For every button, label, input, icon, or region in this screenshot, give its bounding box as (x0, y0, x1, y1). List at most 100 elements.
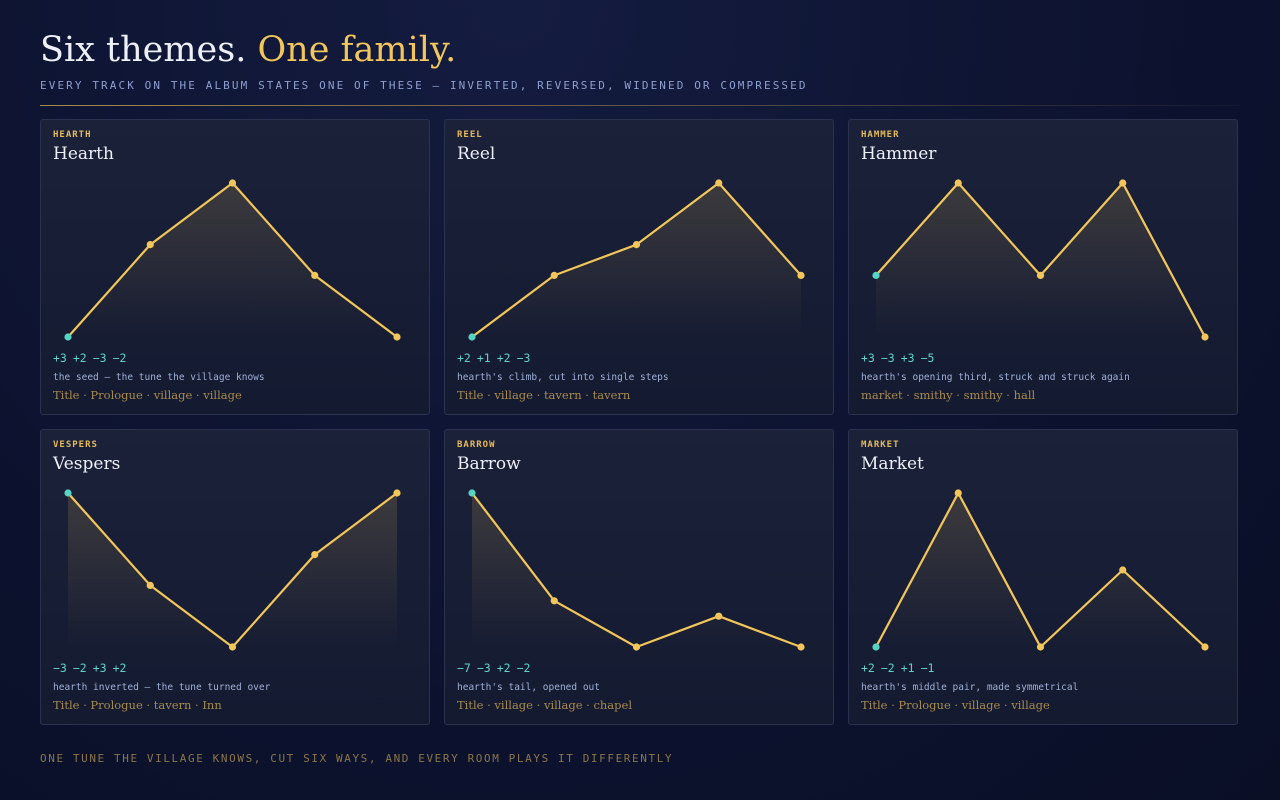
point (1201, 333, 1209, 341)
point (872, 271, 880, 279)
card-kicker: MARKET (861, 440, 900, 450)
point (468, 489, 476, 497)
interval: −2 (516, 661, 531, 675)
interval: +3 (861, 351, 875, 365)
point (550, 271, 558, 279)
interval: −2 (72, 661, 87, 675)
point (393, 489, 401, 497)
card-rooms: market · smithy · smithy · hall (861, 388, 1036, 402)
point (715, 179, 723, 187)
area (68, 183, 397, 337)
point (797, 271, 805, 279)
intervals: +3 +2 −3 −2 (53, 351, 132, 365)
point (64, 333, 72, 341)
card-title: Reel (457, 144, 496, 164)
interval: +1 (900, 661, 915, 675)
point (1036, 271, 1045, 279)
interval: +2 (72, 351, 87, 365)
point (1036, 643, 1045, 651)
contour-chart (468, 179, 805, 341)
interval: −2 (880, 661, 895, 675)
theme-card: MARKET Market +2 −2 +1 −1 hearth's middle pair… (848, 429, 1238, 725)
card-description: hearth's opening third, struck and struc… (861, 372, 1130, 383)
point (311, 271, 319, 279)
area (472, 183, 801, 337)
interval: −2 (112, 351, 127, 365)
point (1119, 179, 1127, 187)
point (632, 241, 641, 249)
point (954, 179, 962, 187)
intervals: +2 −2 +1 −1 (861, 661, 940, 675)
point (311, 551, 319, 559)
card-description: hearth's tail, opened out (457, 682, 600, 693)
theme-card: HAMMER Hammer +3 −3 +3 −5 hearth's opening thi… (848, 119, 1238, 415)
interval: +3 (900, 351, 915, 365)
interval: −3 (880, 351, 895, 365)
card-description: the seed — the tune the village knows (53, 372, 265, 383)
card-title: Hearth (53, 144, 114, 164)
contour-chart (872, 179, 1209, 341)
card-title: Hammer (861, 144, 937, 164)
interval: +2 (861, 661, 875, 675)
card-kicker: REEL (457, 130, 483, 140)
card-rooms: Title · village · tavern · tavern (457, 388, 631, 402)
interval: +2 (112, 661, 127, 675)
subtitle: EVERY TRACK ON THE ALBUM STATES ONE OF T… (40, 79, 808, 92)
point (228, 643, 237, 651)
interval: +2 (496, 351, 511, 365)
card-kicker: HAMMER (861, 130, 900, 140)
area (876, 493, 1205, 647)
intervals: +2 +1 +2 −3 (457, 351, 536, 365)
point (146, 581, 154, 589)
page-title: Six themes. One family. (40, 30, 456, 70)
intervals: −3 −2 +3 +2 (53, 661, 132, 675)
interval: −5 (920, 351, 935, 365)
contour-chart (872, 489, 1209, 651)
theme-card: BARROW Barrow −7 −3 +2 −2 hearth's tail, opene… (444, 429, 834, 725)
card-kicker: BARROW (457, 440, 496, 450)
theme-card: REEL Reel +2 +1 +2 −3 hearth's climb, cut into… (444, 119, 834, 415)
interval: −3 (516, 351, 531, 365)
point (228, 179, 237, 187)
point (632, 643, 641, 651)
title-accent: One family. (257, 30, 457, 70)
point (954, 489, 962, 497)
card-rooms: Title · Prologue · village · village (861, 698, 1050, 712)
card-title: Market (861, 454, 924, 474)
card-rooms: Title · Prologue · tavern · Inn (53, 698, 222, 712)
point (550, 597, 558, 605)
point (1119, 566, 1127, 574)
card-description: hearth's climb, cut into single steps (457, 372, 669, 383)
contour-chart (64, 489, 401, 651)
point (797, 643, 805, 651)
point (468, 333, 476, 341)
interval: +2 (457, 351, 471, 365)
contour-chart (468, 489, 805, 651)
interval: +2 (496, 661, 511, 675)
interval: +3 (92, 661, 107, 675)
point (64, 489, 72, 497)
card-description: hearth inverted — the tune turned over (53, 682, 271, 693)
interval: −7 (457, 661, 471, 675)
intervals: +3 −3 +3 −5 (861, 351, 940, 365)
contour-chart (64, 179, 401, 341)
interval: +1 (476, 351, 491, 365)
footer: ONE TUNE THE VILLAGE KNOWS, CUT SIX WAYS… (40, 752, 674, 765)
interval: +3 (53, 351, 67, 365)
area (472, 493, 801, 647)
theme-card: HEARTH Hearth +3 +2 −3 −2 the seed — the tune … (40, 119, 430, 415)
theme-card: VESPERS Vespers −3 −2 +3 +2 hearth inverted — … (40, 429, 430, 725)
interval: −1 (920, 661, 935, 675)
card-title: Vespers (53, 454, 121, 474)
interval: −3 (53, 661, 67, 675)
interval: −3 (92, 351, 107, 365)
card-kicker: VESPERS (53, 440, 98, 450)
point (1201, 643, 1209, 651)
intervals: −7 −3 +2 −2 (457, 661, 536, 675)
card-description: hearth's middle pair, made symmetrical (861, 682, 1079, 693)
card-kicker: HEARTH (53, 130, 92, 140)
interval: −3 (476, 661, 491, 675)
point (393, 333, 401, 341)
title-lead: Six themes. (40, 30, 247, 70)
